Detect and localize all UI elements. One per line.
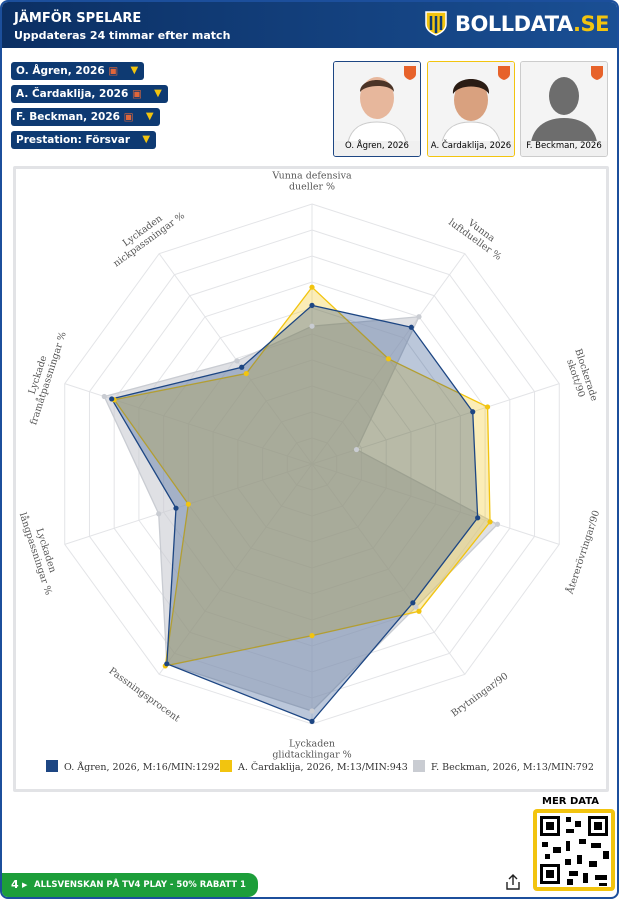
data-point <box>408 324 414 330</box>
select-label: A. Čardaklija, 2026 <box>16 88 129 100</box>
banner-arrow: ▶ <box>22 881 28 889</box>
club-badge: ▣ <box>108 65 119 77</box>
data-point <box>385 356 392 362</box>
data-point <box>410 600 416 606</box>
data-point <box>309 633 315 639</box>
logo-crest <box>425 11 447 36</box>
dropdown-arrow: ▼ <box>130 65 139 76</box>
data-point <box>413 604 419 610</box>
dropdown-arrow: ▼ <box>145 111 154 122</box>
metric-select[interactable]: Prestation: Försvar ▼ <box>11 131 157 149</box>
dropdown-arrow: ▼ <box>142 134 151 145</box>
legend-swatch <box>413 760 425 772</box>
qr-code[interactable] <box>533 809 615 891</box>
legend-label: F. Beckman, 2026, M:13/MIN:792 <box>431 762 594 773</box>
player-photo <box>428 62 514 143</box>
axis-label-line: Passningsprocent <box>107 666 182 725</box>
data-point <box>470 409 476 415</box>
logo[interactable]: BOLLDATA.SE <box>424 10 609 36</box>
data-point <box>239 364 245 370</box>
axis-label-line: Återerövringar/90 <box>564 509 603 597</box>
data-point <box>185 501 191 507</box>
data-point <box>309 284 315 290</box>
axis-label-line: Brytningar/90 <box>449 671 510 720</box>
data-point <box>353 446 360 453</box>
data-point <box>109 396 115 402</box>
select-label: O. Ågren, 2026 <box>16 65 105 77</box>
data-point <box>416 608 422 614</box>
promo-banner[interactable]: 4 ▶ ALLSVENSKAN PÅ TV4 PLAY - 50% RABATT… <box>2 873 258 897</box>
select-label: Prestation: Försvar <box>16 134 131 146</box>
player-name: A. Čardaklija, 2026 <box>428 141 514 156</box>
data-point <box>173 505 179 511</box>
data-point <box>309 323 315 329</box>
club-badge: ▣ <box>131 88 142 100</box>
club-badge: ▣ <box>123 111 134 123</box>
chart-panel: Vunna defensiva dueller % Vunna luftdueller… <box>13 166 609 792</box>
legend-item[interactable]: A. Čardaklija, 2026, M:13/MIN:943 <box>220 760 408 773</box>
page-subtitle: Uppdateras 24 timmar efter match <box>14 29 231 42</box>
axis-label-line: Vunna defensiva <box>271 171 352 182</box>
legend-item[interactable]: F. Beckman, 2026, M:13/MIN:792 <box>413 760 594 773</box>
player-name: O. Ågren, 2026 <box>334 141 420 156</box>
axis-label-line: Lyckaden <box>289 739 335 750</box>
data-point <box>164 661 170 667</box>
axis-label-line: dueller % <box>289 182 335 193</box>
legend-swatch <box>46 760 58 772</box>
logo-main: BOLLDATA <box>455 12 574 36</box>
data-point <box>156 511 162 517</box>
data-point <box>494 521 501 527</box>
player-name: F. Beckman, 2026 <box>521 141 607 156</box>
player-select[interactable]: F. Beckman, 2026 ▣ ▼ <box>11 108 160 126</box>
banner-text: ALLSVENSKAN PÅ TV4 PLAY - 50% RABATT 1 M… <box>34 880 246 890</box>
legend-swatch <box>220 760 232 772</box>
data-point <box>101 393 107 400</box>
axis-label: Återerövringar/90 <box>564 509 603 597</box>
dropdown-arrow: ▼ <box>154 88 162 99</box>
banner-number: 4 <box>11 878 19 891</box>
data-point <box>416 314 422 320</box>
player-card[interactable]: A. Čardaklija, 2026 <box>427 61 515 157</box>
data-point <box>484 404 491 410</box>
page-title: JÄMFÖR SPELARE <box>14 11 142 26</box>
header: JÄMFÖR SPELARE Uppdateras 24 timmar efte… <box>2 2 617 48</box>
data-point <box>475 515 481 521</box>
share-icon[interactable] <box>504 873 522 891</box>
data-point <box>234 358 240 364</box>
player-select[interactable]: A. Čardaklija, 2026 ▣ ▼ <box>11 85 168 103</box>
more-data-label: MER DATA <box>542 796 600 807</box>
data-point <box>309 302 315 308</box>
axis-label: Brytningar/90 <box>449 671 510 720</box>
select-label: F. Beckman, 2026 <box>16 111 120 123</box>
data-point <box>487 519 493 525</box>
data-point <box>243 370 249 377</box>
player-photo <box>521 62 607 142</box>
logo-suffix: .SE <box>573 12 609 36</box>
data-point <box>309 718 315 725</box>
legend-item[interactable]: O. Ågren, 2026, M:16/MIN:1292 <box>46 760 220 773</box>
legend-label: O. Ågren, 2026, M:16/MIN:1292 <box>64 761 220 773</box>
legend-label: A. Čardaklija, 2026, M:13/MIN:943 <box>237 761 408 773</box>
player-card[interactable]: O. Ågren, 2026 <box>333 61 421 157</box>
player-select[interactable]: O. Ågren, 2026 ▣ ▼ <box>11 62 145 80</box>
axis-label-line: glidtacklingar % <box>272 750 351 761</box>
axis-label: Passningsprocent <box>107 666 182 725</box>
player-photo <box>334 62 420 143</box>
data-point <box>309 708 315 714</box>
player-card[interactable]: F. Beckman, 2026 <box>520 61 608 157</box>
